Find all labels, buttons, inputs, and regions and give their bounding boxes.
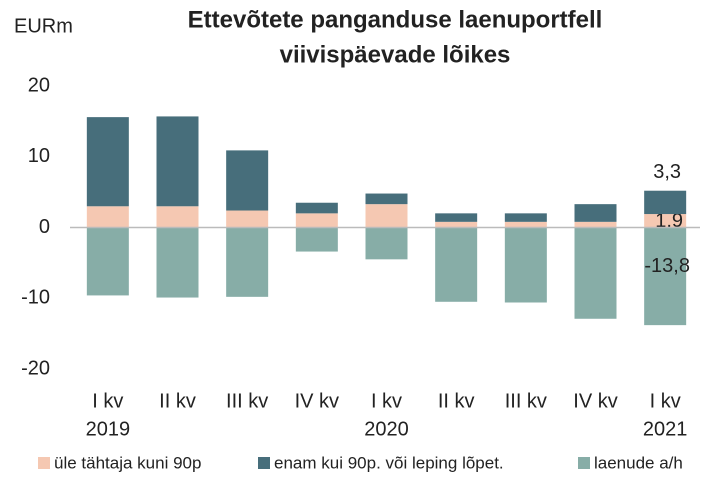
bar-segment [295,213,338,228]
bar-segment [226,227,269,297]
bar-segment [504,227,547,303]
bar-segment [226,150,269,211]
x-tick-label: III kv [226,390,268,412]
x-group-label: 2019 [86,418,131,440]
x-tick-label: II kv [159,390,196,412]
bar-segment [86,117,129,207]
bar-segment [86,227,129,296]
chart-title: viivispäevade lõikes [280,41,511,68]
x-tick-label: IV kv [295,390,339,412]
bar-segment [365,193,408,205]
bar-segment [435,227,478,302]
bar-segment [365,204,408,228]
x-tick-label: I kv [92,390,123,412]
bar-segment [435,213,478,222]
legend-swatch [578,457,590,469]
legend-label: enam kui 90p. või leping lõpet. [274,453,504,472]
x-tick-label: III kv [505,390,547,412]
x-tick-label: I kv [650,390,681,412]
data-label: -13,8 [644,255,690,277]
bar-segment [504,221,547,228]
x-tick-label: II kv [438,390,475,412]
y-tick-label: 0 [39,216,50,238]
chart-title: Ettevõtete panganduse laenuportfell [188,6,603,33]
x-group-label: 2020 [364,418,409,440]
bar-segment [574,227,617,319]
x-tick-label: I kv [371,390,402,412]
data-label: 1,9 [655,210,683,232]
bar-segment [574,221,617,228]
y-tick-label: -10 [21,287,50,309]
bar-segment [295,202,338,214]
y-axis-label: EURm [14,15,73,37]
y-tick-label: 10 [28,145,50,167]
bar-segment [574,204,617,222]
bar-segment [295,227,338,252]
bar-segment [644,190,687,215]
bar-segment [644,227,687,326]
x-group-label: 2021 [643,418,688,440]
legend-label: laenude a/h [594,453,683,472]
bar-segment [156,206,199,228]
bar-segment [226,210,269,228]
x-tick-label: IV kv [573,390,617,412]
legend-swatch [38,457,50,469]
bar-segment [435,221,478,228]
bar-segment [86,206,129,228]
bar-segment [365,227,408,260]
y-tick-label: 20 [28,74,50,96]
y-tick-label: -20 [21,357,50,379]
legend-swatch [258,457,270,469]
data-label: 3,3 [653,161,681,183]
bar-segment [504,213,547,222]
bar-segment [156,227,199,298]
bar-segment [156,116,199,207]
bar-segment [644,214,687,228]
legend-label: üle tähtaja kuni 90p [54,453,201,472]
